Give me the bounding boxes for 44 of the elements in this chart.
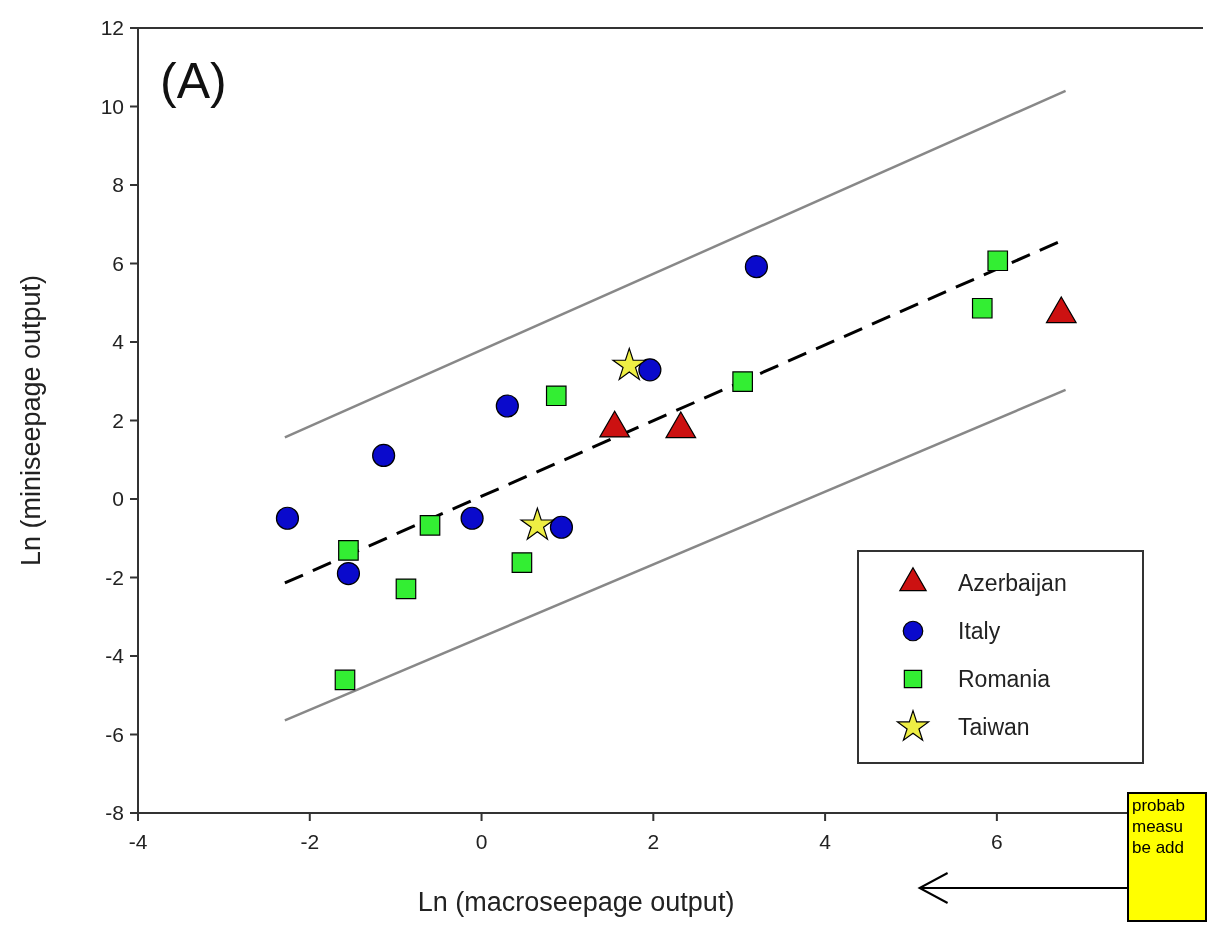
point — [338, 540, 359, 561]
point — [549, 515, 574, 539]
y-tick-label: 0 — [112, 487, 124, 511]
x-tick-label: -2 — [300, 830, 320, 853]
y-tick-label: 8 — [112, 173, 124, 197]
text: (A) — [160, 53, 227, 109]
point — [395, 578, 417, 600]
y-tick-label: -2 — [105, 565, 124, 589]
point — [638, 358, 662, 382]
legend-label: Taiwan — [958, 714, 1030, 741]
y-tick-label: 6 — [112, 251, 124, 275]
point — [971, 297, 993, 319]
point — [460, 506, 484, 530]
annotation: probab measu be add — [1132, 796, 1185, 857]
y-tick-label: 10 — [100, 94, 124, 118]
point — [987, 250, 1009, 272]
x-tick-label: 0 — [475, 830, 488, 853]
point — [732, 371, 753, 392]
y-tick-label: 2 — [112, 408, 124, 432]
point — [744, 255, 768, 279]
x-axis-title: Ln (macroseepage output) — [417, 887, 735, 917]
point — [612, 347, 647, 381]
point — [511, 552, 533, 573]
y-axis-title: Ln (miniseepage output) — [16, 274, 46, 567]
y-tick-label: -6 — [105, 722, 124, 746]
legend-label: Romania — [958, 666, 1051, 693]
point — [275, 506, 300, 530]
y-tick-label: -8 — [105, 801, 124, 825]
point — [545, 385, 567, 407]
point — [372, 443, 396, 468]
x-tick-label: -4 — [128, 830, 148, 853]
legend-label: Italy — [958, 618, 1001, 645]
point — [419, 514, 441, 536]
y-tick-label: -4 — [105, 644, 125, 668]
point — [495, 394, 519, 418]
point — [334, 669, 356, 691]
point — [336, 562, 361, 586]
y-tick-label: 12 — [100, 16, 124, 40]
legend-label: Azerbaijan — [958, 570, 1067, 597]
point — [520, 507, 555, 540]
x-tick-label: 4 — [819, 830, 832, 853]
y-tick-label: 4 — [112, 330, 125, 354]
x-tick-label: 2 — [647, 830, 660, 853]
x-tick-label: 6 — [991, 830, 1003, 853]
